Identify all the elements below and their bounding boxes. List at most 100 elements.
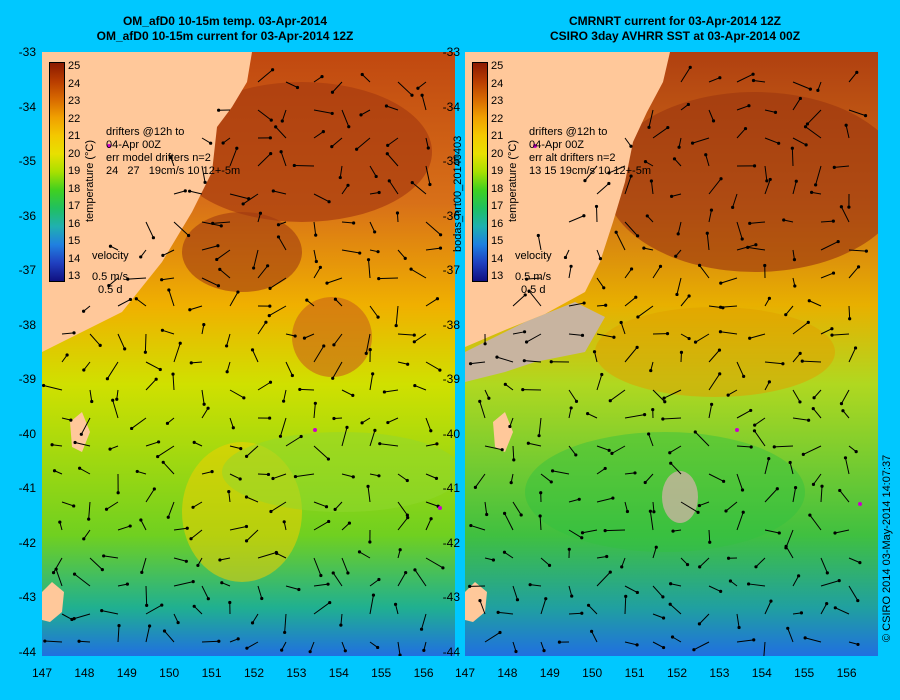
current-arrow-head [209,141,213,145]
colorbar-tick: 20 [68,147,81,160]
current-arrow [792,249,795,260]
current-arrow-head [811,406,815,411]
current-arrow-head [751,72,755,76]
current-arrow [670,462,682,475]
colorbar-tick: 24 [68,77,81,90]
current-arrow [157,445,175,457]
current-arrow-head [500,448,504,452]
current-arrow [397,249,406,259]
current-arrow [173,343,181,363]
current-arrow-head [675,292,679,297]
current-arrow-head [856,598,860,603]
current-arrow [792,321,809,335]
current-arrow-head [661,595,665,599]
current-arrow-head [495,355,499,359]
current-arrow-head [364,351,368,355]
current-arrow-head [385,152,389,156]
lat-tick-right: -34 [442,99,460,114]
current-arrow-head [308,650,312,654]
current-arrow-head [753,423,757,427]
current-arrow [269,277,287,289]
current-arrow-head [236,637,240,641]
current-arrow-head [668,602,672,606]
current-arrow-head [807,299,811,303]
current-arrow-head [648,509,652,513]
current-arrow [637,305,654,318]
current-arrow [55,569,63,587]
current-arrow-head [527,289,531,293]
current-arrow-head [325,281,329,285]
current-arrow-head [854,450,858,454]
current-arrow-head [478,599,482,603]
current-arrow [848,557,861,564]
current-arrow-head [352,221,356,225]
drifter-line3: err model drifters n=2 [106,152,211,164]
current-arrow-head [765,179,769,183]
current-arrow [749,221,766,224]
current-arrow-head [135,469,139,474]
current-arrow-head [386,420,390,425]
current-arrow-head [202,323,206,327]
current-arrow [79,467,91,475]
current-arrow [596,571,611,587]
left-map[interactable]: 25 24 23 22 21 20 19 18 17 16 15 14 13 temperature (… [42,52,455,656]
current-arrow [815,165,822,186]
current-arrow-head [130,426,134,431]
current-arrow [276,552,287,559]
current-arrow-head [398,653,402,656]
current-arrow [379,443,399,447]
current-arrow [624,221,638,237]
left-colorbar-label: temperature (°C) [84,139,96,222]
current-arrow [285,585,299,591]
current-arrow [792,575,800,587]
current-arrow-head [803,125,808,129]
current-arrow [540,598,547,615]
current-arrow [313,501,327,508]
current-arrow-head [836,239,840,244]
current-arrow [341,473,354,478]
current-arrow [540,473,552,483]
current-arrow-head [574,399,579,403]
cloud-mask [662,471,698,523]
copyright-label: © CSIRO 2014 03-May-2014 14:07:37 [881,454,893,642]
current-arrow-head [347,521,352,525]
current-arrow-head [435,442,439,446]
right-colorbar-ticks: 25 24 23 22 21 20 19 18 17 16 15 14 13 [489,60,511,282]
current-arrow [229,148,238,167]
current-arrow-head [594,204,599,209]
current-arrow-head [741,510,745,514]
current-arrow-head [586,411,590,416]
current-arrow-head [65,353,69,357]
current-arrow [331,137,343,148]
current-arrow-head [498,630,502,635]
current-arrow [528,442,542,447]
current-arrow-head [777,141,781,145]
current-arrow-head [830,333,834,337]
current-arrow [624,175,632,195]
lat-tick-left: -42 [18,535,36,550]
current-arrow [74,573,91,587]
current-arrow [680,501,699,513]
current-arrow [596,333,615,338]
current-arrow-head [670,635,675,639]
current-arrow [313,131,324,139]
lat-tick-left: -44 [18,645,36,659]
current-arrow-head [799,611,804,615]
current-arrow-head [158,367,162,372]
current-arrow-head [357,550,362,554]
current-arrow [341,522,350,531]
right-map[interactable]: 25 24 23 22 21 20 19 18 17 16 15 14 13 temperature (… [465,52,878,656]
current-arrow [425,221,441,236]
current-arrow [474,473,486,488]
current-arrow [839,490,850,503]
lat-tick-right: -35 [442,154,460,169]
current-arrow-head [276,235,281,239]
current-arrow-head [298,387,302,392]
current-arrow-head [503,382,507,386]
current-arrow-head [539,491,543,495]
colorbar-tick: 18 [491,182,504,195]
current-arrow-head [58,520,62,524]
current-arrow-head [376,315,380,319]
current-arrow [699,613,710,625]
current-arrow [504,551,514,559]
